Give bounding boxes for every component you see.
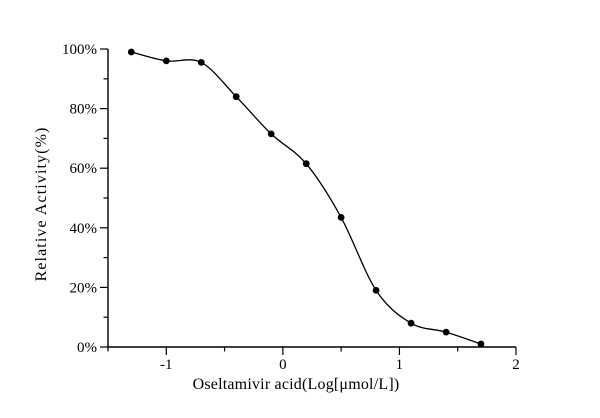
axes bbox=[107, 49, 516, 348]
data-point bbox=[267, 130, 275, 138]
y-tick-label: 60% bbox=[70, 161, 98, 177]
data-point bbox=[477, 340, 485, 348]
x-tick-label: -1 bbox=[160, 357, 173, 373]
data-point bbox=[442, 328, 450, 336]
data-point bbox=[232, 93, 240, 101]
y-tick-label: 20% bbox=[70, 280, 98, 296]
y-tick-label: 0% bbox=[77, 340, 97, 356]
data-point bbox=[197, 59, 205, 66]
data-point bbox=[407, 319, 415, 327]
axis-ticks bbox=[100, 48, 517, 355]
data-point bbox=[372, 287, 380, 294]
y-axis-title: Relative Activity(%) bbox=[33, 127, 50, 282]
fit-curve-line bbox=[131, 51, 482, 345]
x-axis-title: Oseltamivir acid(Log[μmol/L]) bbox=[193, 376, 400, 393]
data-point bbox=[302, 160, 310, 168]
y-tick-label: 40% bbox=[70, 221, 98, 237]
y-tick-label: 100% bbox=[62, 42, 97, 58]
data-points bbox=[127, 48, 485, 348]
y-tick-label: 80% bbox=[70, 102, 98, 118]
data-point bbox=[127, 48, 135, 56]
data-point bbox=[337, 214, 345, 221]
axis-tick-labels: -1 0 1 20%20%40%60%80%100% bbox=[62, 42, 520, 373]
x-tick-label: 1 bbox=[396, 357, 404, 373]
x-tick-label: 0 bbox=[279, 357, 287, 373]
data-point bbox=[162, 57, 170, 65]
x-tick-label: 2 bbox=[512, 357, 520, 373]
